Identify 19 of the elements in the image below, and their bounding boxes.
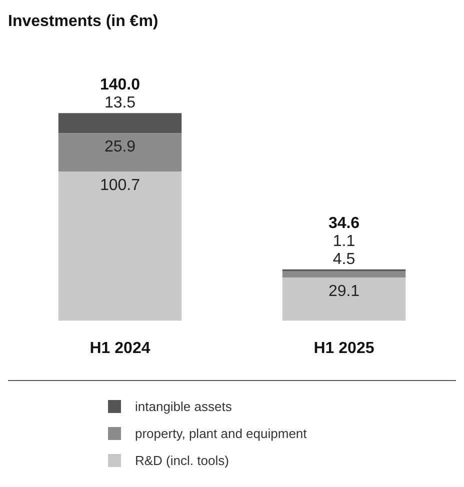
bar — [58, 172, 182, 321]
total-label: 34.6 — [328, 214, 360, 232]
bar — [282, 278, 406, 321]
bar — [282, 270, 406, 278]
chart-title: Investments (in €m) — [8, 13, 158, 30]
bar — [58, 133, 182, 172]
bar — [58, 113, 182, 134]
data-label: 100.7 — [100, 176, 140, 194]
data-label: 25.9 — [104, 138, 136, 156]
data-label: 1.1 — [332, 232, 356, 250]
x-tick-label: H1 2024 — [90, 340, 150, 357]
x-tick-label: H1 2025 — [314, 340, 374, 357]
legend-label: R&D (incl. tools) — [135, 453, 229, 468]
legend-label: property, plant and equipment — [135, 426, 307, 441]
data-label: 4.5 — [332, 250, 356, 268]
total-label: 140.0 — [100, 76, 140, 94]
legend-label: intangible assets — [135, 399, 232, 414]
data-label: 13.5 — [104, 94, 136, 112]
data-label: 29.1 — [328, 283, 360, 300]
